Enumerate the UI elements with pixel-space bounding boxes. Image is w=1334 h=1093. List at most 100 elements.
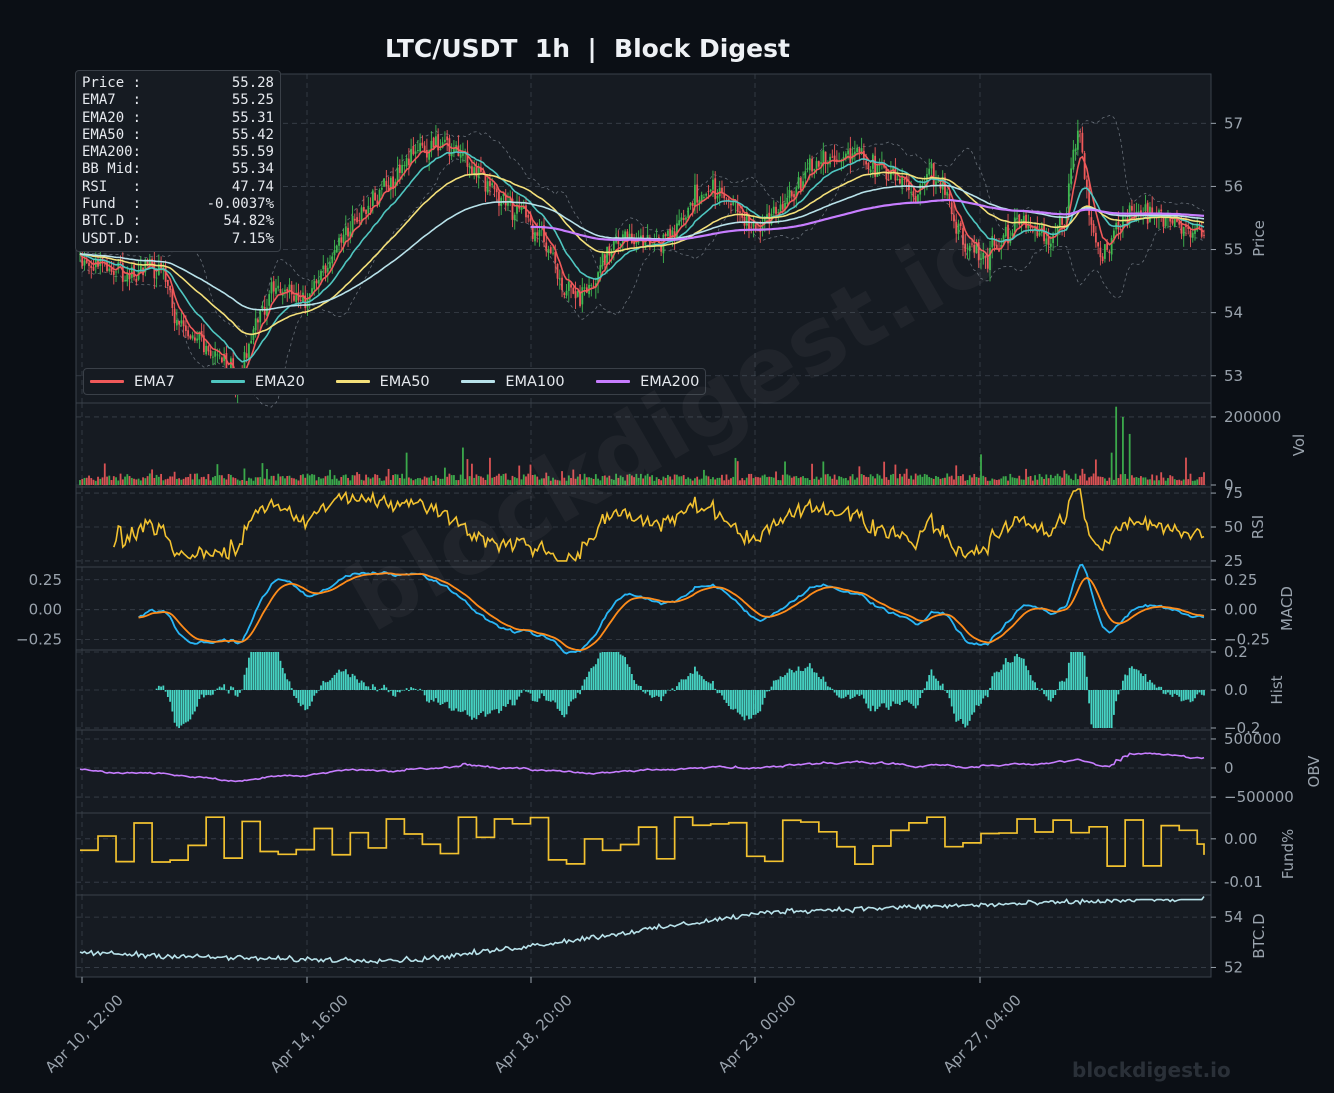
candle-body [921, 184, 924, 186]
hist-bar [444, 690, 446, 703]
volume-bar [261, 463, 264, 485]
volume-bar [871, 476, 874, 485]
hist-bar [1052, 690, 1054, 699]
y-tick-label: 0.2 [1224, 643, 1248, 661]
hist-bar [518, 690, 521, 697]
hist-bar [207, 690, 210, 695]
candle-body [545, 242, 548, 252]
hist-bar [290, 688, 293, 690]
hist-bar [160, 686, 162, 690]
hist-bar [957, 690, 960, 721]
candle-body [968, 245, 971, 252]
volume-bar [124, 476, 126, 485]
hist-bar [552, 690, 554, 701]
hist-bar [211, 690, 214, 695]
volume-bar [531, 475, 534, 485]
volume-bar [930, 477, 933, 485]
hist-bar [331, 677, 334, 690]
hist-bar [784, 675, 786, 690]
volume-bar [252, 480, 255, 485]
y-tick-label: -0.01 [1224, 873, 1263, 891]
hist-bar [741, 690, 744, 717]
volume-bar [410, 478, 413, 485]
hist-bar [232, 687, 235, 690]
hist-bar [520, 690, 523, 693]
volume-bar [1009, 473, 1012, 485]
y-tick-label: −0.2 [1224, 719, 1260, 737]
volume-bar [358, 474, 361, 485]
volume-bar [148, 473, 151, 485]
volume-bar [660, 480, 663, 485]
volume-bar [389, 479, 392, 485]
candle-body [1081, 132, 1084, 153]
volume-bar [1036, 479, 1039, 485]
volume-bar [430, 475, 433, 485]
candle-body [106, 261, 108, 272]
hist-bar [502, 690, 505, 707]
hist-bar [259, 652, 262, 690]
candle-body [977, 242, 980, 261]
hist-bar [637, 685, 640, 690]
hist-bar [651, 690, 654, 698]
hist-bar [766, 690, 768, 692]
hist-bar [962, 690, 964, 724]
candle-body [1187, 226, 1190, 230]
hist-bar [583, 679, 586, 690]
candle-body [266, 307, 268, 316]
volume-bar [896, 478, 899, 485]
volume-bar [171, 476, 174, 485]
volume-bar [1025, 468, 1027, 485]
candle-body [311, 288, 313, 294]
volume-bar [646, 473, 649, 485]
volume-bar [92, 479, 95, 485]
candle-body [85, 259, 88, 263]
legend-item-ema100: EMA100 [461, 374, 596, 390]
candle-body [419, 143, 422, 152]
hist-bar [759, 690, 762, 712]
hist-bar [1196, 690, 1199, 695]
volume-bar [928, 477, 931, 485]
hist-bar [561, 690, 563, 715]
hist-bar [493, 690, 496, 710]
hist-bar [968, 690, 971, 721]
volume-bar [786, 474, 789, 485]
y-tick-label-left: 0.00 [29, 601, 62, 619]
hist-bar [475, 690, 478, 720]
volume-bar [223, 478, 226, 485]
candle-body [1140, 210, 1142, 215]
volume-bar [1126, 478, 1129, 485]
y-tick-label-left: −0.25 [16, 631, 62, 649]
hist-bar [624, 657, 627, 690]
signal-line [138, 572, 1205, 652]
candle-body [257, 319, 259, 323]
volume-bar [1002, 476, 1005, 485]
candle-body [302, 292, 304, 302]
hist-bar [1018, 656, 1021, 690]
y-axis-label-hist: Hist [1268, 675, 1286, 704]
hist-bar [826, 686, 829, 690]
candle-body [991, 236, 994, 248]
volume-bar [502, 474, 505, 485]
candle-body [187, 330, 190, 337]
hist-bar [657, 690, 660, 697]
volume-bar [500, 475, 503, 485]
candle-body [369, 208, 372, 209]
volume-bar [1101, 477, 1104, 485]
hist-bar [405, 688, 408, 690]
volume-bar [407, 477, 410, 485]
hist-bar [1117, 690, 1120, 695]
hist-bar [1094, 690, 1097, 728]
volume-bar [682, 475, 685, 485]
candle-body [1018, 214, 1021, 225]
y-tick-label: 50 [1224, 518, 1243, 536]
hist-bar [432, 690, 435, 702]
candle-body [745, 212, 748, 226]
candle-body [752, 222, 755, 227]
candle-body [671, 230, 674, 237]
volume-bar [721, 474, 723, 485]
hist-bar [230, 686, 232, 690]
candle-body [633, 241, 636, 245]
candle-body [743, 216, 746, 226]
volume-bar [1040, 476, 1043, 485]
volume-bar [1115, 406, 1118, 485]
